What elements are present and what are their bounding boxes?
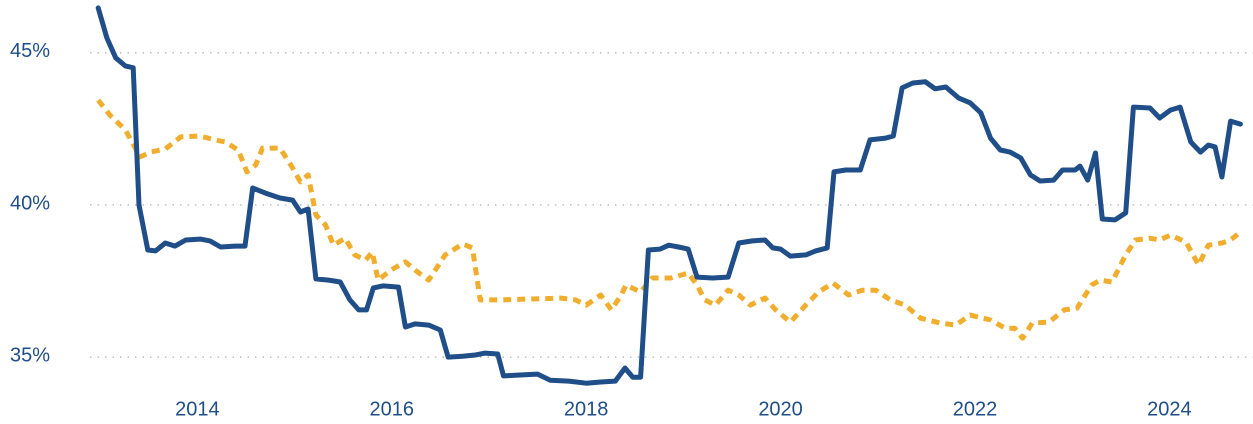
solid-line	[95, 5, 1243, 386]
y-tick-label: 45%	[10, 40, 50, 62]
dashed-line	[96, 98, 1242, 341]
y-tick-label: 40%	[10, 192, 50, 214]
x-tick-label: 2016	[369, 398, 414, 420]
x-tick-label: 2022	[953, 398, 998, 420]
x-tick-label: 2014	[175, 398, 220, 420]
x-tick-label: 2024	[1147, 398, 1192, 420]
x-tick-label: 2020	[758, 398, 803, 420]
x-tick-label: 2018	[564, 398, 609, 420]
y-tick-label: 35%	[10, 344, 50, 366]
